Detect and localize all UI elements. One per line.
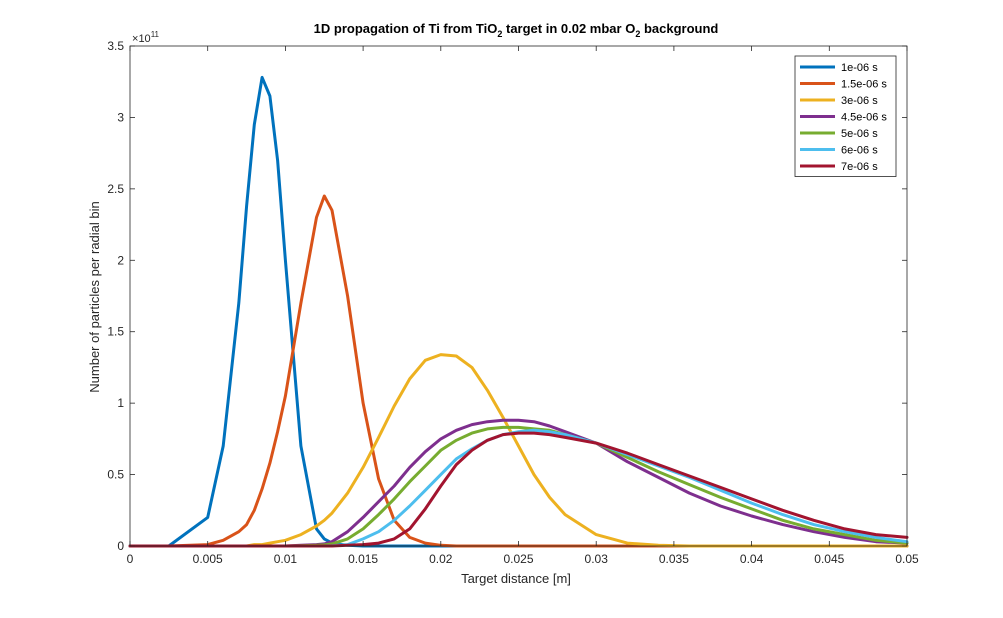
x-tick-label: 0.025: [503, 552, 533, 566]
x-tick-label: 0.015: [348, 552, 378, 566]
x-tick-label: 0.045: [814, 552, 844, 566]
y-tick-label: 0.5: [107, 468, 124, 482]
legend-label: 6e-06 s: [841, 145, 878, 157]
title-subscript: 2: [635, 29, 640, 39]
legend-label: 3e-06 s: [841, 95, 878, 107]
y-axis-exponent: ×1011: [132, 30, 160, 45]
title-part: target in 0.02 mbar O: [502, 21, 635, 36]
legend: 1e-06 s 1.5e-06 s 3e-06 s 4.5e-06 s 5e-06 s 6…: [794, 55, 897, 177]
y-tick-label: 3.5: [107, 39, 124, 53]
title-subscript: 2: [497, 29, 502, 39]
y-exponent-power: 11: [151, 30, 160, 39]
y-tick-label: 3: [117, 110, 124, 124]
y-tick-label: 1: [117, 396, 124, 410]
x-tick-label: 0.05: [895, 552, 919, 566]
x-axis-label: Target distance [m]: [461, 571, 571, 586]
x-tick-label: 0.01: [274, 552, 298, 566]
chart-title: 1D propagation of Ti from TiO2 target in…: [314, 21, 719, 39]
y-exponent-base: 10: [138, 33, 150, 45]
legend-label: 1e-06 s: [841, 62, 878, 74]
title-part: 1D propagation of Ti from TiO: [314, 21, 498, 36]
legend-label: 5e-06 s: [841, 128, 878, 140]
y-tick-label: 2: [117, 253, 124, 267]
x-tick-label: 0: [127, 552, 134, 566]
title-part: background: [640, 21, 718, 36]
legend-label: 4.5e-06 s: [841, 112, 887, 124]
ticks-layer: 0 0.005 0.01 0.015 0.02 0.025 0.03 0.035 0.04 0.0…: [107, 39, 919, 566]
y-tick-label: 0: [117, 539, 124, 553]
y-tick-label: 1.5: [107, 325, 124, 339]
x-tick-label: 0.02: [429, 552, 453, 566]
x-tick-label: 0.04: [740, 552, 764, 566]
y-axis-label: Number of particles per radial bin: [87, 201, 102, 392]
legend-label: 1.5e-06 s: [841, 79, 887, 91]
x-tick-label: 0.03: [585, 552, 609, 566]
y-exponent-multiplier: ×: [132, 33, 138, 45]
legend-label: 7e-06 s: [841, 161, 878, 173]
x-tick-label: 0.005: [193, 552, 223, 566]
y-tick-label: 2.5: [107, 182, 124, 196]
x-tick-label: 0.035: [659, 552, 689, 566]
